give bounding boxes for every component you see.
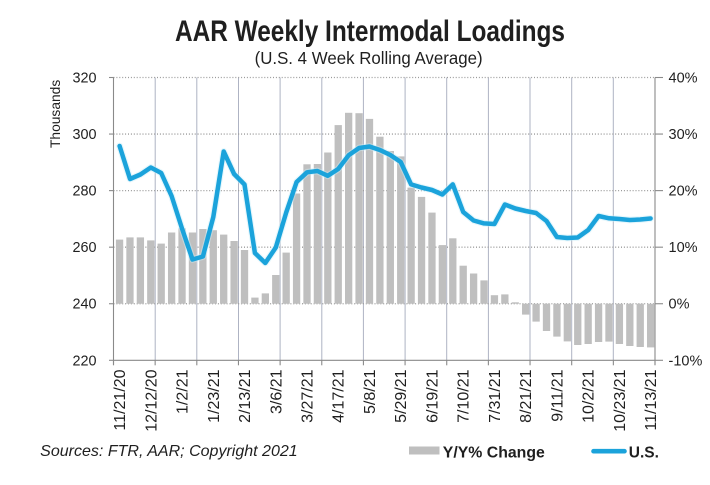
svg-text:220: 220 [72,353,96,369]
svg-text:1/23/21: 1/23/21 [206,369,223,422]
svg-text:11/21/20: 11/21/20 [112,369,129,430]
svg-text:300: 300 [72,127,96,143]
svg-text:6/19/21: 6/19/21 [425,369,442,422]
svg-text:U.S.: U.S. [629,445,659,462]
svg-text:20%: 20% [669,184,698,200]
svg-text:4/17/21: 4/17/21 [331,369,348,422]
svg-text:0%: 0% [669,297,690,313]
svg-text:11/13/21: 11/13/21 [643,369,660,430]
svg-text:5/29/21: 5/29/21 [393,369,410,422]
svg-text:Y/Y% Change: Y/Y% Change [443,445,545,462]
svg-text:2/13/21: 2/13/21 [237,369,254,422]
svg-text:12/12/20: 12/12/20 [143,369,160,431]
svg-text:1/2/21: 1/2/21 [175,369,192,414]
svg-text:30%: 30% [669,127,698,143]
svg-text:Sources: FTR, AAR; Copyright 2: Sources: FTR, AAR; Copyright 2021 [40,443,298,460]
svg-text:8/21/21: 8/21/21 [518,369,535,422]
svg-text:-10%: -10% [669,353,703,369]
svg-text:40%: 40% [669,71,698,87]
svg-text:240: 240 [72,297,96,313]
svg-text:320: 320 [72,71,96,87]
svg-text:3/6/21: 3/6/21 [268,369,285,414]
svg-text:5/8/21: 5/8/21 [362,369,379,414]
svg-text:10/23/21: 10/23/21 [612,369,629,431]
svg-text:260: 260 [72,240,96,256]
svg-text:280: 280 [72,184,96,200]
svg-text:9/11/21: 9/11/21 [549,369,566,421]
svg-text:AAR Weekly Intermodal Loadings: AAR Weekly Intermodal Loadings [175,15,565,48]
svg-text:(U.S. 4 Week Rolling Average): (U.S. 4 Week Rolling Average) [255,48,483,68]
svg-text:10%: 10% [669,240,698,256]
svg-text:7/10/21: 7/10/21 [456,369,473,422]
svg-text:3/27/21: 3/27/21 [300,369,317,422]
svg-text:7/31/21: 7/31/21 [487,369,504,422]
svg-text:Thousands: Thousands [48,80,63,148]
svg-text:10/2/21: 10/2/21 [581,369,598,422]
